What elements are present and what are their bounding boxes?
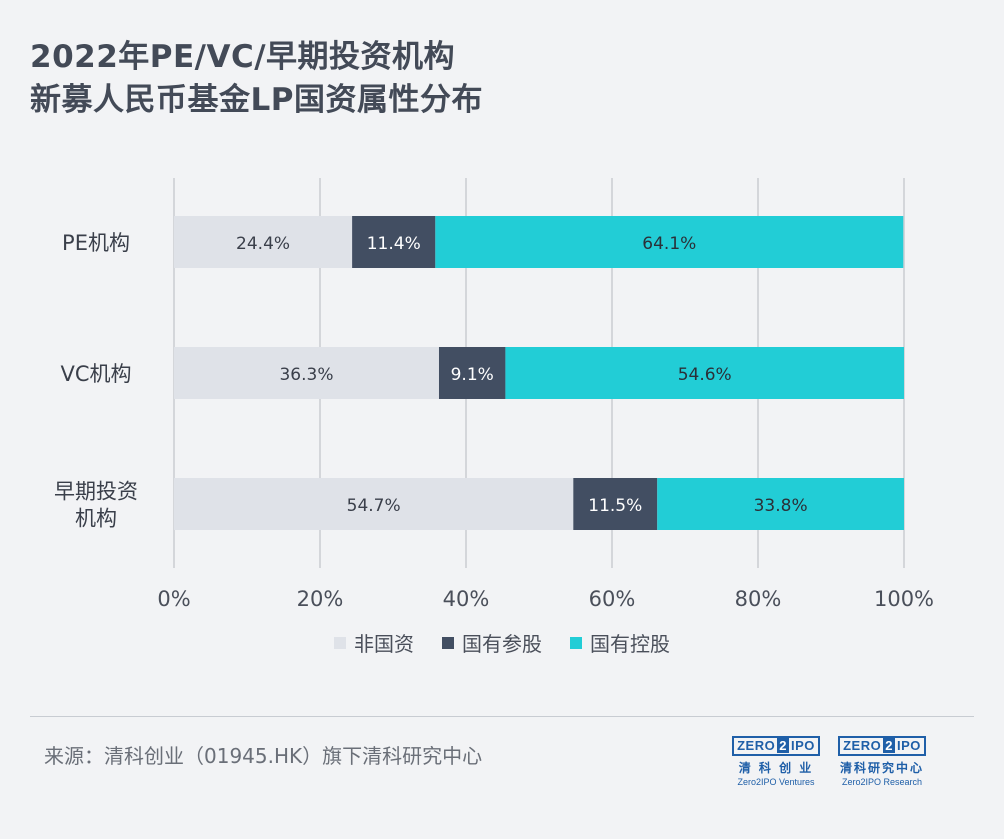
bars <box>174 216 904 530</box>
logo-ipo: IPO <box>790 738 815 753</box>
stacked-bar-chart: 24.4% 11.4% 64.1% 36.3% 9.1% 54.6% 54.7% 11.5% 3… <box>54 178 934 611</box>
data-label: 33.8% <box>754 496 808 516</box>
logo-two: 2 <box>883 738 895 753</box>
logo-wordmark: ZERO 2 IPO <box>838 735 926 756</box>
legend-swatch <box>334 636 346 649</box>
data-label: 11.5% <box>588 496 642 516</box>
data-label: 54.7% <box>347 496 401 516</box>
logo-cn-text: 清科研究中心 <box>839 760 924 775</box>
zero2ipo-research-logo: ZERO 2 IPO 清科研究中心 Zero2IPO Research <box>832 735 932 787</box>
bar-segment <box>174 478 574 530</box>
legend-label: 非国资 <box>354 632 414 656</box>
zero2ipo-ventures-logo: ZERO 2 IPO 清 科 创 业 Zero2IPO Ventures <box>726 735 826 787</box>
logo-ipo: IPO <box>896 738 921 753</box>
chart-title-line1: 2022年PE/VC/早期投资机构 <box>30 39 456 75</box>
x-tick-label: 100% <box>874 587 934 611</box>
data-label: 9.1% <box>451 365 494 385</box>
data-label: 54.6% <box>678 365 732 385</box>
bar-segment <box>435 216 904 268</box>
legend-item: 国有参股 <box>442 628 542 657</box>
data-label: 11.4% <box>367 234 421 254</box>
x-tick-label: 60% <box>589 587 636 611</box>
bar-segment <box>573 478 658 530</box>
logo-zero: ZERO <box>737 738 776 753</box>
category-label: PE机构 <box>62 231 130 255</box>
logo-wordmark: ZERO 2 IPO <box>732 735 820 756</box>
bar-segment <box>174 216 353 268</box>
data-label: 64.1% <box>642 234 696 254</box>
bar-segment <box>352 216 436 268</box>
chart-title: 2022年PE/VC/早期投资机构 新募人民币基金LP国资属性分布 <box>30 36 483 122</box>
category-label: VC机构 <box>60 362 131 386</box>
x-tick-label: 0% <box>157 587 190 611</box>
x-axis-ticks: 0% 20% 40% 60% 80% 100% <box>157 587 934 611</box>
x-tick-label: 80% <box>735 587 782 611</box>
data-labels: 24.4% 11.4% 64.1% 36.3% 9.1% 54.6% 54.7% 11.5% 3… <box>236 234 808 516</box>
logo-en-text: Zero2IPO Ventures <box>737 776 815 787</box>
legend-item: 国有控股 <box>570 628 670 657</box>
x-tick-label: 20% <box>297 587 344 611</box>
logo-zero: ZERO <box>843 738 882 753</box>
data-label: 24.4% <box>236 234 290 254</box>
logo-en-text: Zero2IPO Research <box>841 776 923 787</box>
legend-swatch <box>442 636 454 649</box>
logo-two: 2 <box>777 738 789 753</box>
x-tick-label: 40% <box>443 587 490 611</box>
legend: 非国资 国有参股 国有控股 <box>0 628 1004 657</box>
bar-segment <box>505 347 904 399</box>
legend-label: 国有参股 <box>462 632 542 656</box>
bar-segment <box>174 347 439 399</box>
divider <box>30 716 974 717</box>
category-label: 早期投资 <box>54 480 138 504</box>
data-label: 36.3% <box>279 365 333 385</box>
legend-item: 非国资 <box>334 628 414 657</box>
legend-label: 国有控股 <box>590 632 670 656</box>
bar-segment <box>657 478 904 530</box>
bar-segment <box>438 347 506 399</box>
legend-swatch <box>570 636 582 649</box>
category-label: 机构 <box>75 507 117 531</box>
chart-title-line2: 新募人民币基金LP国资属性分布 <box>30 82 483 118</box>
source-note: 来源：清科创业（01945.HK）旗下清科研究中心 <box>44 744 483 768</box>
logo-cn-text: 清 科 创 业 <box>738 760 814 775</box>
